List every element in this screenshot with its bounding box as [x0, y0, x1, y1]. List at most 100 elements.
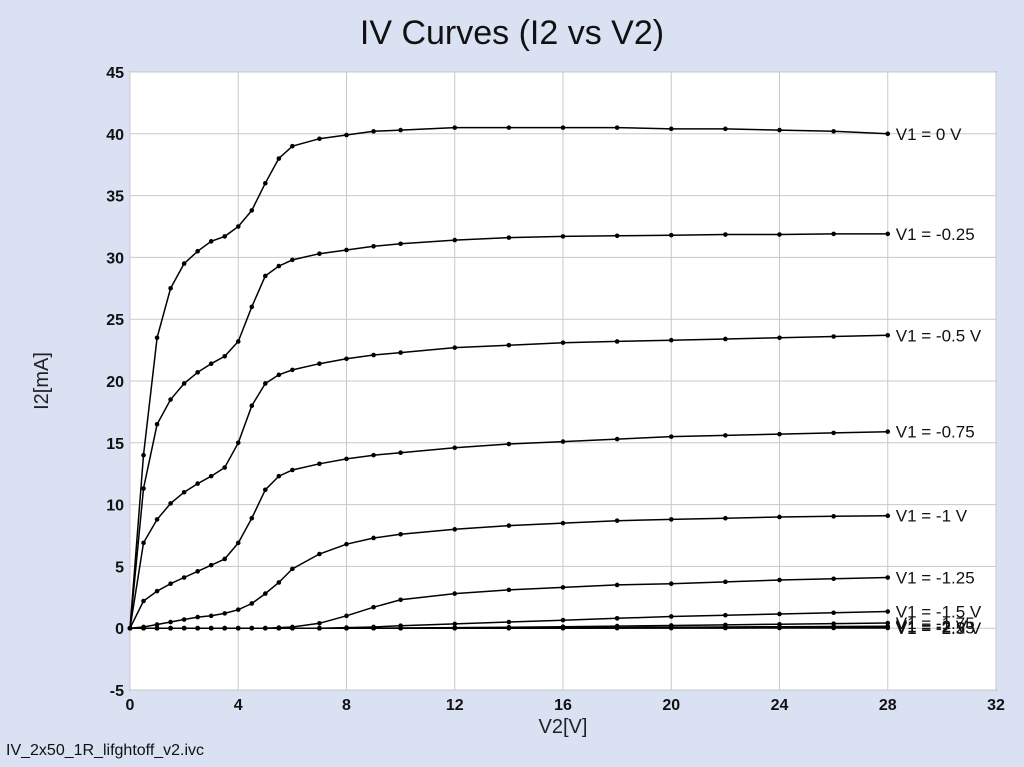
data-point: [263, 381, 268, 386]
data-point: [560, 625, 566, 631]
y-axis-label: I2[mA]: [31, 352, 53, 410]
series-label: V1 = -1.5 V: [896, 603, 982, 622]
x-tick-label: 0: [126, 697, 135, 714]
curve-series: [127, 231, 891, 631]
data-point: [506, 619, 512, 625]
data-point: [885, 131, 891, 137]
data-point: [371, 625, 376, 631]
data-point: [154, 517, 160, 522]
curve-series: [127, 625, 891, 631]
series-label: V1 = -0.5 V: [896, 326, 982, 345]
data-point: [276, 263, 282, 269]
data-point: [317, 625, 322, 631]
curve-series: [127, 513, 891, 631]
curve-labels: V1 = 0 V V1 = -0.25 V1 = -0.5 V V1 = -0.75 V…: [896, 125, 982, 638]
data-point: [831, 576, 836, 582]
data-point: [831, 430, 836, 436]
data-point: [263, 625, 268, 631]
data-point: [506, 342, 512, 348]
data-point: [195, 370, 200, 375]
data-point: [452, 125, 458, 130]
data-point: [398, 597, 403, 603]
x-tick-label: 32: [987, 697, 1005, 714]
data-point: [235, 224, 241, 229]
x-tick-label: 28: [879, 697, 897, 714]
data-point: [371, 452, 376, 458]
y-tick-label: 25: [106, 312, 124, 329]
data-point: [344, 625, 349, 631]
data-point: [235, 625, 241, 631]
data-point: [141, 625, 146, 631]
data-point: [560, 340, 566, 345]
data-point: [723, 126, 728, 132]
data-point: [181, 575, 187, 580]
data-point: [222, 353, 228, 359]
data-point: [181, 617, 187, 622]
data-point: [141, 452, 146, 458]
data-point: [181, 261, 187, 266]
data-point: [168, 397, 173, 402]
series-line: [129, 126, 888, 629]
data-point: [371, 604, 376, 610]
curves: [127, 125, 891, 631]
data-point: [195, 569, 200, 574]
y-tick-label: 5: [115, 559, 124, 576]
series-line: [129, 233, 888, 629]
data-point: [290, 367, 295, 373]
series-label: V1 = -1.25: [896, 569, 975, 588]
curve-series: [127, 125, 891, 631]
data-point: [290, 257, 295, 263]
data-point: [141, 486, 146, 491]
series-label: V1 = -2.5 V: [896, 619, 982, 638]
data-point: [317, 136, 322, 142]
data-point: [614, 125, 620, 130]
data-point: [614, 616, 620, 621]
data-point: [235, 607, 241, 612]
data-point: [723, 625, 728, 631]
data-point: [452, 625, 458, 631]
data-point: [777, 611, 782, 617]
y-tick-label: 20: [106, 374, 124, 391]
data-point: [614, 625, 620, 631]
data-point: [317, 251, 322, 256]
data-point: [371, 352, 376, 358]
data-point: [208, 361, 214, 366]
series-label: V1 = 0 V: [896, 125, 962, 144]
data-point: [317, 361, 322, 366]
y-tick-label: -5: [110, 683, 124, 700]
data-point: [195, 248, 200, 254]
data-point: [614, 233, 620, 239]
series-line: [129, 334, 888, 629]
series-label: V1 = -0.75: [896, 423, 975, 442]
data-point: [668, 126, 674, 132]
file-name: IV_2x50_1R_lifghtoff_v2.ivc: [6, 742, 205, 759]
series-line: [129, 430, 888, 629]
data-point: [831, 514, 836, 519]
data-point: [614, 518, 620, 523]
series-label: V1 = -2.25: [896, 618, 975, 637]
x-tick-label: 16: [554, 697, 572, 714]
data-point: [290, 143, 295, 149]
data-point: [885, 429, 891, 434]
data-point: [668, 614, 674, 619]
data-point: [141, 598, 146, 604]
data-point: [668, 434, 674, 439]
data-point: [249, 208, 255, 213]
series-label: V1 = -1.75: [896, 614, 975, 633]
data-point: [777, 431, 782, 437]
data-point: [222, 625, 228, 631]
data-point: [235, 440, 241, 446]
data-point: [506, 125, 512, 130]
data-point: [668, 232, 674, 238]
data-point: [506, 523, 512, 528]
y-tick-label: 10: [106, 498, 124, 515]
data-point: [276, 156, 282, 161]
data-point: [344, 541, 349, 547]
y-axis-ticks: -5 0 5 10 15 20 25 30 35 40 45: [106, 65, 124, 700]
data-point: [154, 622, 160, 627]
data-point: [371, 243, 376, 249]
data-point: [317, 620, 322, 626]
data-point: [506, 587, 512, 593]
data-point: [452, 527, 458, 532]
data-point: [263, 487, 268, 493]
